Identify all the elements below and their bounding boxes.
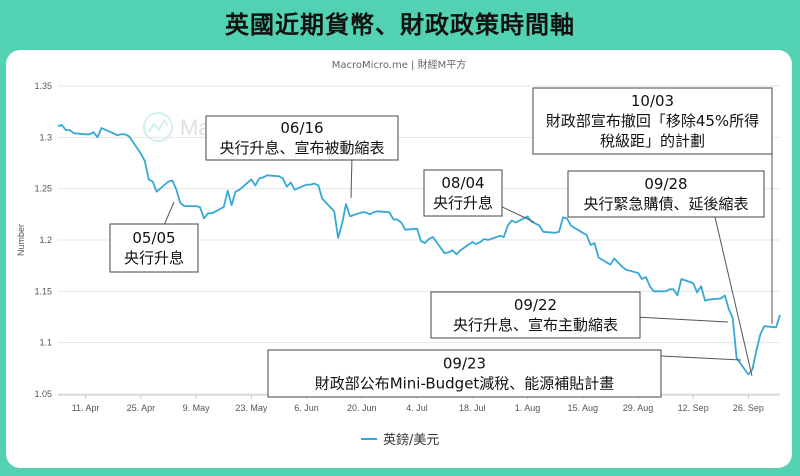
x-tick-label: 26. Sep bbox=[733, 403, 764, 413]
ann-0923-connector bbox=[660, 355, 742, 361]
y-tick-label: 1.05 bbox=[34, 389, 52, 399]
watermark-zigzag-icon bbox=[148, 118, 169, 133]
x-tick-label: 1. Aug bbox=[515, 403, 541, 413]
ann-0616-line-1: 央行升息、宣布被動縮表 bbox=[219, 139, 384, 157]
x-tick-label: 20. Jun bbox=[347, 403, 377, 413]
y-tick-label: 1.1 bbox=[39, 338, 52, 348]
ann-0922-line-1: 央行升息、宣布主動縮表 bbox=[453, 316, 618, 334]
x-tick-label: 4. Jul bbox=[406, 403, 428, 413]
ann-0923-line-0: 09/23 bbox=[443, 355, 486, 373]
ann-1003-line-0: 10/03 bbox=[631, 92, 674, 110]
ann-0804-connector bbox=[501, 206, 535, 223]
y-tick-label: 1.15 bbox=[34, 286, 52, 296]
title-bar: 英國近期貨幣、財政政策時間軸 bbox=[0, 0, 800, 44]
ann-0922-line-0: 09/22 bbox=[514, 296, 557, 314]
ann-0804-box bbox=[423, 169, 503, 217]
ann-1003-line-1: 財政部宣布撤回「移除45%所得 bbox=[546, 112, 759, 130]
x-tick-label: 12. Sep bbox=[678, 403, 709, 413]
x-tick-label: 18. Jul bbox=[459, 403, 486, 413]
x-tick-label: 25. Apr bbox=[127, 403, 156, 413]
watermark-logo-icon bbox=[143, 112, 173, 142]
ann-0505-line-1: 央行升息 bbox=[124, 249, 184, 267]
x-tick-label: 6. Jun bbox=[294, 403, 319, 413]
page-title: 英國近期貨幣、財政政策時間軸 bbox=[225, 10, 575, 39]
ann-0928-box bbox=[567, 170, 765, 218]
fx-line-chart: MacroMicro.me | 財經M平方MacroMicro1.351.31.… bbox=[16, 58, 781, 448]
ann-1003-line-2: 稅級距」的計劃 bbox=[600, 132, 705, 150]
ann-0616-line-0: 06/16 bbox=[280, 119, 323, 137]
chart-source: MacroMicro.me | 財經M平方 bbox=[332, 58, 466, 71]
y-tick-label: 1.2 bbox=[39, 235, 52, 245]
ann-0928-line-0: 09/28 bbox=[644, 175, 687, 193]
y-axis-title: Number bbox=[16, 224, 26, 256]
x-tick-label: 11. Apr bbox=[72, 403, 100, 413]
y-tick-label: 1.35 bbox=[34, 81, 52, 91]
x-tick-label: 29. Aug bbox=[623, 403, 654, 413]
ann-0616-connector bbox=[350, 159, 353, 199]
ann-0928-line-1: 央行緊急購債、延後縮表 bbox=[583, 195, 748, 213]
legend-label: 英鎊/美元 bbox=[383, 432, 439, 448]
chart-panel: MacroMicro.me | 財經M平方MacroMicro1.351.31.… bbox=[6, 50, 792, 468]
x-tick-label: 23. May bbox=[235, 403, 268, 413]
y-tick-label: 1.25 bbox=[34, 184, 52, 194]
series-line-gbpusd bbox=[57, 124, 781, 376]
ann-0505-connector bbox=[164, 201, 175, 225]
ann-0505-line-0: 05/05 bbox=[132, 229, 175, 247]
y-tick-label: 1.3 bbox=[39, 132, 52, 142]
ann-1003-box bbox=[532, 87, 773, 155]
ann-0616-box bbox=[205, 115, 399, 161]
ann-0922-connector bbox=[639, 316, 729, 323]
ann-0923-line-1: 財政部公布Mini-Budget減稅、能源補貼計畫 bbox=[315, 375, 615, 393]
ann-0922-box bbox=[430, 291, 641, 339]
ann-0804-line-1: 央行升息 bbox=[433, 194, 493, 212]
ann-0923-box bbox=[267, 349, 662, 398]
ann-0928-connector bbox=[714, 216, 753, 377]
x-tick-label: 9. May bbox=[183, 403, 211, 413]
ann-0505-box bbox=[109, 223, 199, 273]
x-tick-label: 15. Aug bbox=[567, 403, 598, 413]
ann-0804-line-0: 08/04 bbox=[441, 174, 484, 192]
